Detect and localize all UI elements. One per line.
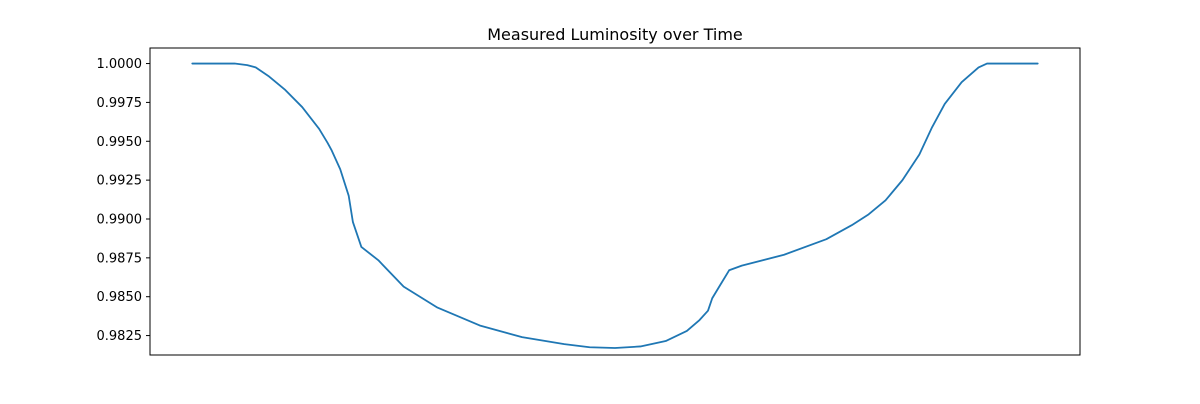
y-tick-label: 0.9950 (97, 135, 143, 150)
y-tick-label: 0.9975 (97, 96, 143, 111)
y-tick-label: 0.9825 (97, 329, 143, 344)
y-tick-label: 0.9900 (97, 212, 143, 227)
y-axis: 0.9825 0.9850 0.9875 0.9900 0.9925 0.9950 0.99… (97, 57, 150, 344)
y-tick-label: 1.0000 (97, 57, 143, 72)
plot-area-frame (149, 47, 1081, 356)
luminosity-series-line (191, 62, 1039, 349)
y-tick-label: 0.9875 (97, 251, 143, 266)
y-tick-label: 0.9925 (97, 174, 143, 189)
y-tick-label: 0.9850 (97, 290, 143, 305)
chart-title: Measured Luminosity over Time (487, 25, 743, 44)
